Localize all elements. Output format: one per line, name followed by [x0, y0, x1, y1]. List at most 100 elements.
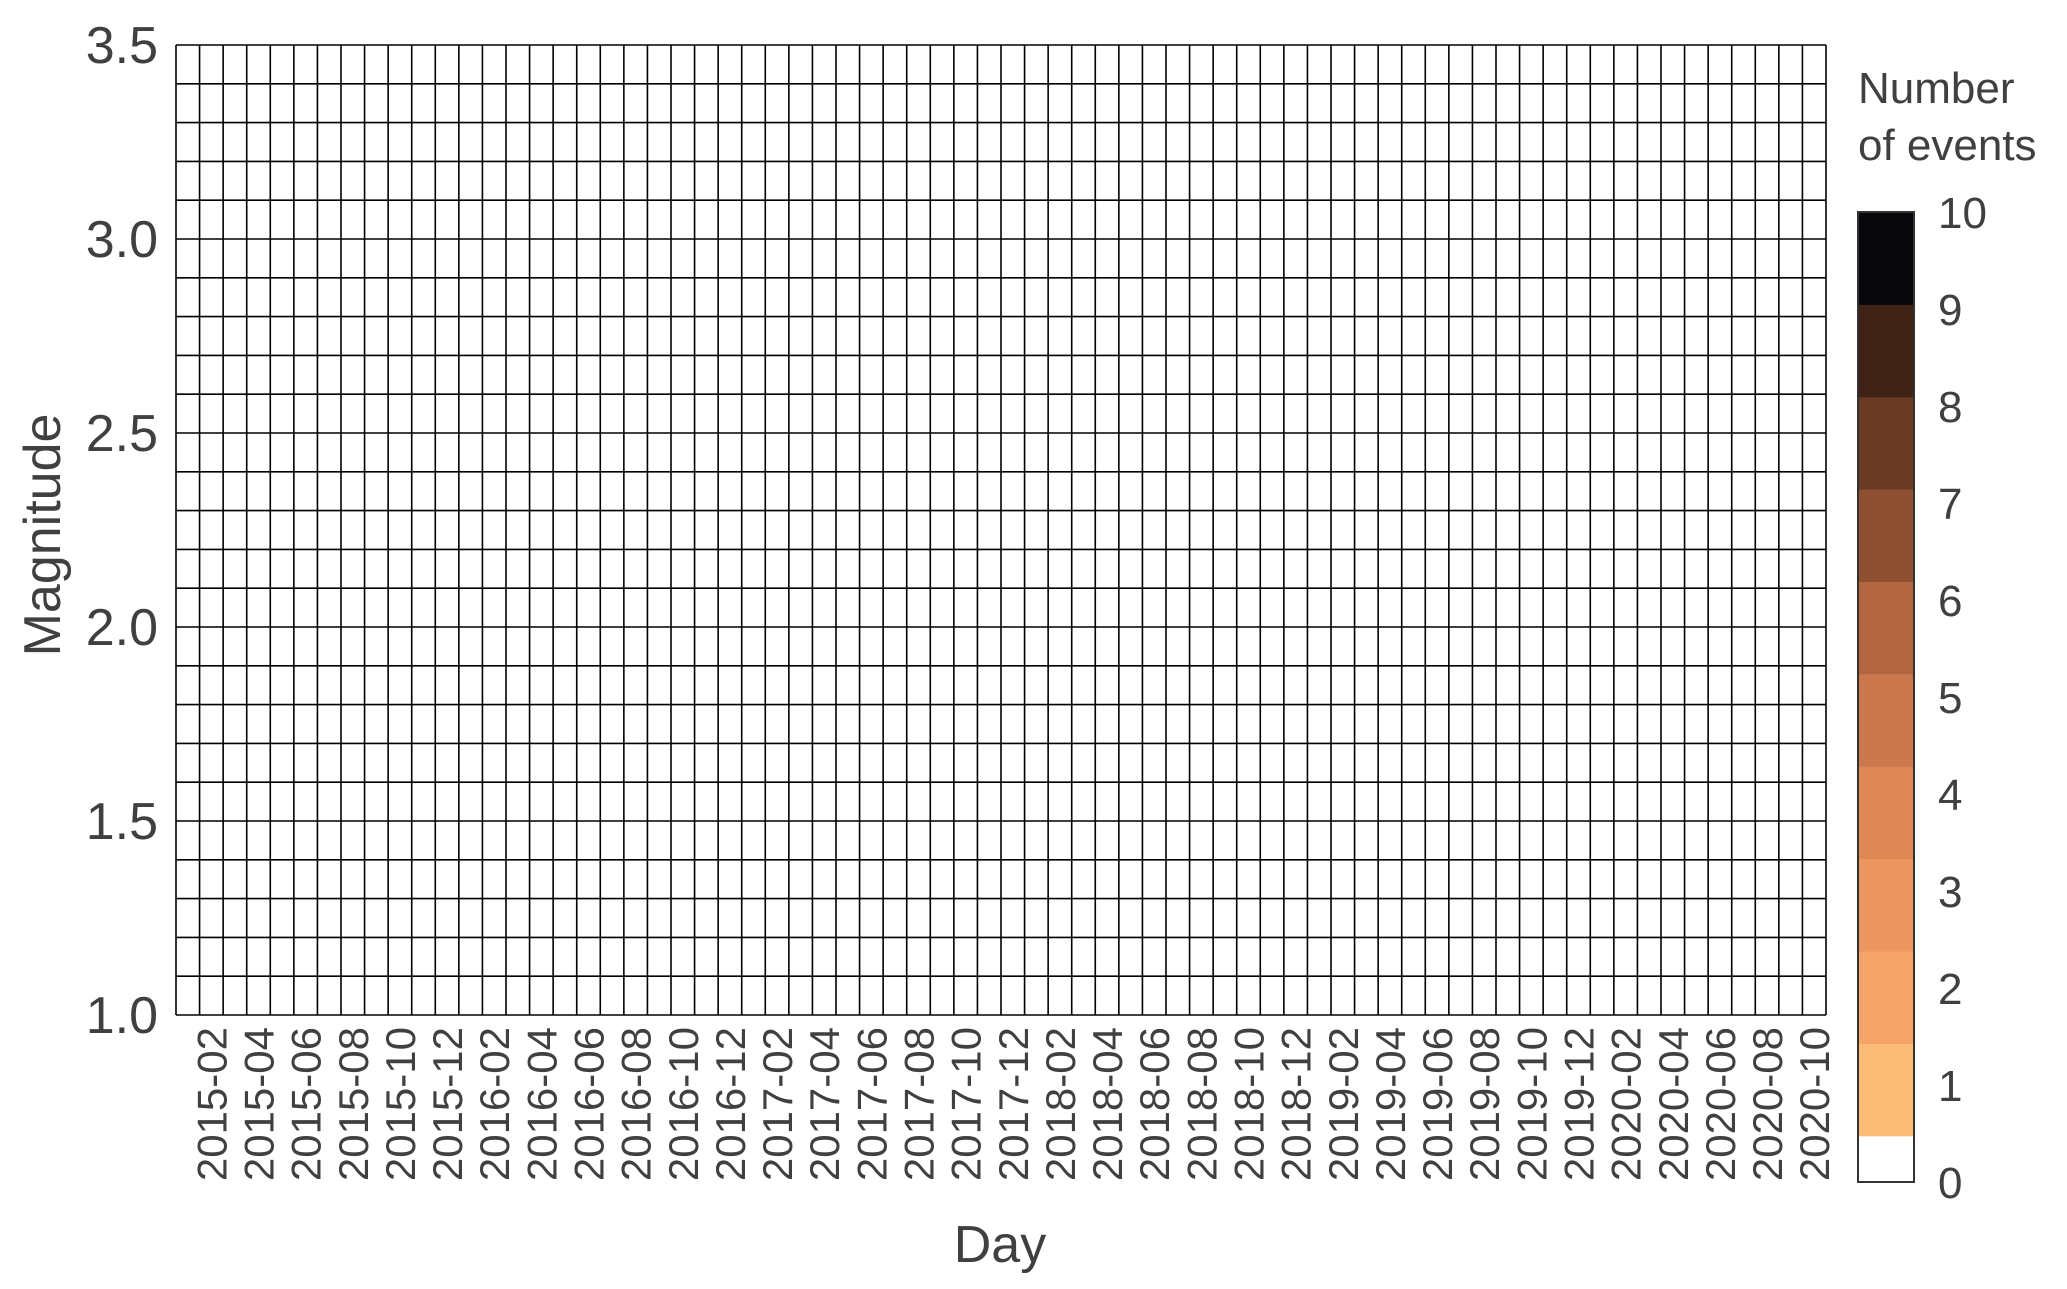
heatmap-cell	[317, 394, 341, 433]
heatmap-cell	[741, 704, 766, 744]
heatmap-cell	[930, 859, 954, 899]
heatmap-cell	[1425, 161, 1449, 201]
heatmap-cell	[1142, 821, 1166, 860]
heatmap-cell	[1731, 471, 1756, 511]
heatmap-cell	[977, 200, 1001, 239]
heatmap-cell	[1802, 161, 1826, 201]
heatmap-cell	[1024, 316, 1049, 356]
heatmap-cell	[836, 549, 860, 589]
heatmap-cell	[435, 665, 459, 705]
heatmap-cell	[246, 355, 271, 395]
heatmap-cell	[1283, 898, 1308, 938]
heatmap-cell	[977, 277, 1001, 317]
heatmap-cell	[1519, 394, 1544, 433]
heatmap-cell	[694, 355, 719, 395]
x-tick-label: 2018-06	[1131, 1027, 1178, 1181]
heatmap-cell	[435, 83, 459, 123]
heatmap-cell	[741, 627, 766, 666]
heatmap-cell	[411, 471, 436, 511]
heatmap-cell	[1236, 782, 1261, 821]
heatmap-cell	[176, 122, 200, 162]
heatmap-cell	[223, 588, 247, 627]
heatmap-cell	[1001, 316, 1025, 356]
heatmap-cell	[1236, 122, 1261, 162]
heatmap-cell	[176, 821, 200, 860]
heatmap-cell	[1166, 549, 1190, 589]
heatmap-cell	[506, 510, 530, 550]
heatmap-cell	[836, 976, 860, 1015]
heatmap-cell	[411, 277, 436, 317]
heatmap-cell	[1001, 200, 1025, 239]
heatmap-cell	[1590, 45, 1614, 84]
heatmap-cell	[1213, 549, 1237, 589]
heatmap-cell	[1331, 627, 1355, 666]
heatmap-cell	[364, 510, 389, 550]
heatmap-cell	[411, 976, 436, 1015]
heatmap-cell	[1543, 937, 1567, 977]
heatmap-cell	[623, 433, 648, 472]
heatmap-cell	[529, 782, 554, 821]
heatmap-cell	[223, 704, 247, 744]
x-tick-label: 2017-02	[754, 1027, 801, 1181]
heatmap-cell	[1095, 549, 1119, 589]
heatmap-cell	[812, 627, 836, 666]
heatmap-cell	[1166, 588, 1190, 627]
heatmap-cell	[1236, 510, 1261, 550]
heatmap-cell	[317, 588, 341, 627]
heatmap-cell	[1778, 743, 1803, 783]
heatmap-cell	[906, 704, 931, 744]
heatmap-cell	[1166, 704, 1190, 744]
heatmap-cell	[1236, 821, 1261, 860]
heatmap-cell	[1590, 549, 1614, 589]
heatmap-cell	[1448, 277, 1473, 317]
heatmap-cell	[293, 433, 318, 472]
heatmap-cell	[718, 161, 742, 201]
heatmap-cell	[1637, 937, 1661, 977]
heatmap-cell	[1307, 45, 1331, 84]
heatmap-cell	[1378, 161, 1402, 201]
heatmap-cell	[1684, 394, 1709, 433]
heatmap-cell	[906, 433, 931, 472]
heatmap-cell	[953, 976, 978, 1015]
heatmap-cell	[1142, 665, 1166, 705]
heatmap-cell	[1778, 433, 1803, 472]
heatmap-cell	[1802, 588, 1826, 627]
heatmap-cell	[199, 355, 224, 395]
heatmap-cell	[1496, 627, 1520, 666]
heatmap-cell	[529, 665, 554, 705]
heatmap-cell	[553, 122, 577, 162]
heatmap-cell	[1213, 355, 1237, 395]
heatmap-cell	[600, 355, 624, 395]
heatmap-cell	[1496, 200, 1520, 239]
heatmap-cell	[1378, 433, 1402, 472]
heatmap-cell	[1731, 898, 1756, 938]
heatmap-cell	[647, 239, 671, 278]
heatmap-cell	[741, 588, 766, 627]
heatmap-cell	[1519, 665, 1544, 705]
heatmap-cell	[1637, 665, 1661, 705]
heatmap-cell	[246, 200, 271, 239]
heatmap-cell	[388, 782, 412, 821]
heatmap-cell	[1755, 588, 1779, 627]
heatmap-cell	[1401, 704, 1426, 744]
heatmap-cell	[246, 821, 271, 860]
heatmap-cell	[1283, 394, 1308, 433]
heatmap-cell	[1519, 937, 1544, 977]
heatmap-cell	[1496, 355, 1520, 395]
heatmap-cell	[1778, 665, 1803, 705]
heatmap-cell	[1637, 277, 1661, 317]
heatmap-cell	[1331, 122, 1355, 162]
heatmap-cell	[600, 588, 624, 627]
heatmap-cell	[765, 45, 789, 84]
heatmap-cell	[694, 471, 719, 511]
heatmap-cell	[293, 45, 318, 84]
heatmap-cell	[1166, 665, 1190, 705]
heatmap-cell	[1778, 588, 1803, 627]
heatmap-cell	[788, 200, 813, 239]
heatmap-cell	[647, 782, 671, 821]
heatmap-cell	[671, 743, 695, 783]
heatmap-cell	[1802, 471, 1826, 511]
heatmap-cell	[1684, 704, 1709, 744]
heatmap-cell	[1684, 83, 1709, 123]
heatmap-cell	[883, 45, 907, 84]
